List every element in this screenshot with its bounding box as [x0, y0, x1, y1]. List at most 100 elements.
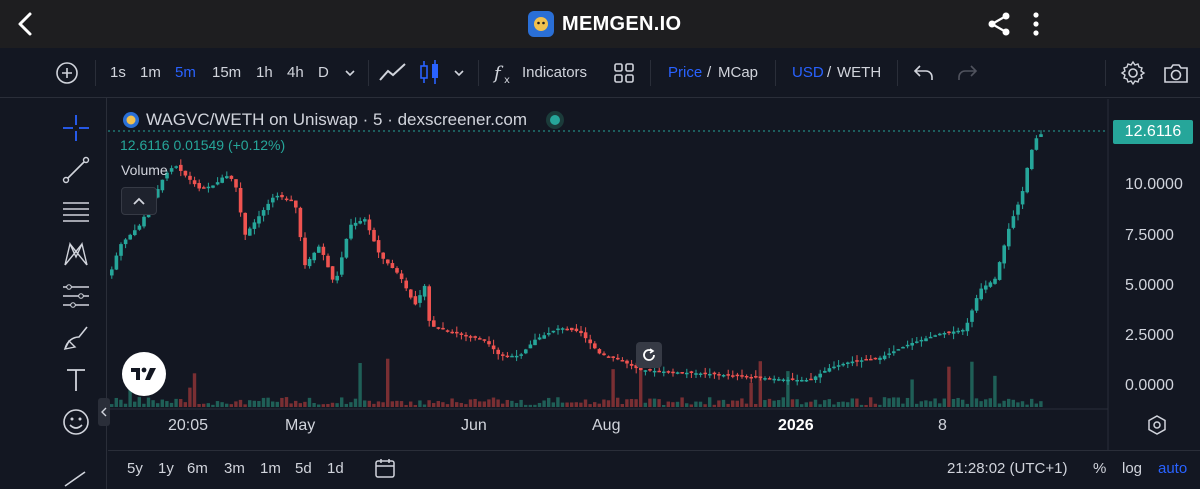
current-price-tag: 12.6116: [1113, 120, 1193, 144]
candle-body: [565, 328, 569, 331]
chevron-down-icon[interactable]: [452, 66, 466, 80]
reset-chart-button[interactable]: [636, 342, 662, 368]
log-toggle[interactable]: log: [1122, 460, 1143, 477]
text-tool[interactable]: [58, 362, 94, 398]
candle-body: [1034, 138, 1039, 150]
symbol-legend[interactable]: WAGVC/WETH on Uniswap · 5 · dexscreener.…: [122, 110, 565, 130]
settings-gear-icon[interactable]: [1120, 60, 1146, 86]
candle-body: [675, 372, 680, 374]
candle-body: [275, 195, 280, 198]
interval-4h[interactable]: 4h: [287, 64, 304, 81]
chevron-up-icon: [133, 197, 145, 205]
range-1y[interactable]: 1y: [158, 460, 174, 477]
volume-bar: [372, 403, 376, 407]
fib-tool[interactable]: [58, 194, 94, 230]
chevron-down-icon[interactable]: [343, 66, 357, 80]
candle-body: [873, 357, 878, 360]
range-1d[interactable]: 1d: [327, 460, 344, 477]
candle-body: [818, 373, 822, 378]
interval-5m[interactable]: 5m: [175, 64, 196, 81]
price-toggle[interactable]: Price: [668, 64, 703, 81]
candle-body: [763, 378, 767, 380]
volume-bar: [818, 404, 822, 407]
layouts-grid-icon[interactable]: [612, 61, 636, 85]
axis-settings-icon[interactable]: [1146, 414, 1168, 436]
collapse-legend-button[interactable]: [121, 187, 157, 215]
line-chart-icon[interactable]: [378, 60, 408, 86]
volume-bar: [565, 402, 569, 407]
trend-line-icon: [62, 156, 90, 184]
volume-bar: [542, 400, 546, 407]
candle-body: [547, 333, 551, 335]
price-chart[interactable]: [108, 99, 1200, 489]
candle-body: [740, 375, 744, 377]
volume-bar: [574, 402, 578, 407]
range-3m[interactable]: 3m: [224, 460, 245, 477]
candle-body: [878, 357, 882, 360]
mcap-toggle[interactable]: MCap: [718, 64, 759, 81]
candle-body: [639, 366, 643, 370]
weth-toggle[interactable]: WETH: [837, 64, 882, 81]
redo-icon[interactable]: [955, 62, 979, 84]
candle-body: [708, 373, 712, 376]
volume-bar: [809, 401, 813, 407]
range-1m[interactable]: 1m: [260, 460, 281, 477]
candle-body: [533, 339, 537, 346]
auto-toggle[interactable]: auto: [1158, 460, 1188, 477]
candles-chart-icon[interactable]: [418, 58, 442, 88]
volume-bar: [174, 398, 178, 407]
add-symbol-icon[interactable]: [55, 61, 79, 85]
candle-body: [455, 331, 459, 334]
volume-bar: [869, 397, 873, 407]
emoji-tool[interactable]: [58, 404, 94, 440]
crosshair-tool[interactable]: [58, 110, 94, 146]
candle-body: [556, 328, 560, 331]
candle-body: [510, 355, 514, 358]
range-5y[interactable]: 5y: [127, 460, 143, 477]
undo-icon[interactable]: [912, 62, 936, 84]
brush-tool[interactable]: [58, 320, 94, 356]
candle-body: [220, 177, 224, 183]
candle-body: [629, 363, 634, 366]
volume-bar: [298, 403, 302, 407]
volume-bar: [271, 401, 275, 407]
interval-1h[interactable]: 1h: [256, 64, 273, 81]
clock-timezone[interactable]: 21:28:02 (UTC+1): [947, 460, 1068, 477]
candle-body: [409, 289, 413, 298]
candle-body: [128, 234, 132, 240]
toolbar-collapse-handle[interactable]: [98, 398, 110, 426]
candle-body: [620, 360, 625, 362]
indicators-button[interactable]: Indicators: [522, 64, 588, 81]
calendar-icon[interactable]: [374, 457, 396, 479]
percent-toggle[interactable]: %: [1093, 460, 1107, 477]
interval-d[interactable]: D: [318, 64, 329, 81]
candle-body: [399, 273, 404, 280]
volume-bar: [496, 399, 500, 407]
interval-15m[interactable]: 15m: [212, 64, 242, 81]
candle-body: [616, 357, 620, 360]
share-icon[interactable]: [985, 10, 1013, 38]
trend-line-tool[interactable]: [58, 152, 94, 188]
interval-1m[interactable]: 1m: [140, 64, 161, 81]
tradingview-logo[interactable]: [122, 352, 166, 396]
volume-bar: [1025, 404, 1029, 407]
volume-bar: [524, 404, 528, 407]
volume-bar: [399, 401, 404, 407]
range-6m[interactable]: 6m: [187, 460, 208, 477]
back-arrow-icon[interactable]: [10, 8, 42, 40]
usd-toggle[interactable]: USD: [792, 64, 824, 81]
more-vertical-icon[interactable]: [1026, 10, 1046, 38]
pattern-tool[interactable]: [58, 236, 94, 272]
volume-bar: [593, 402, 597, 407]
candle-body: [137, 225, 142, 230]
prediction-tool[interactable]: [58, 278, 94, 314]
candle-body: [335, 275, 339, 281]
interval-1s[interactable]: 1s: [110, 64, 126, 81]
camera-icon[interactable]: [1162, 61, 1190, 85]
range-5d[interactable]: 5d: [295, 460, 312, 477]
candle-body: [390, 263, 395, 269]
ruler-tool[interactable]: [58, 460, 94, 489]
indicators-fx-icon[interactable]: f x: [492, 60, 516, 86]
svg-text:f: f: [492, 63, 504, 84]
time-label: Aug: [592, 417, 621, 434]
